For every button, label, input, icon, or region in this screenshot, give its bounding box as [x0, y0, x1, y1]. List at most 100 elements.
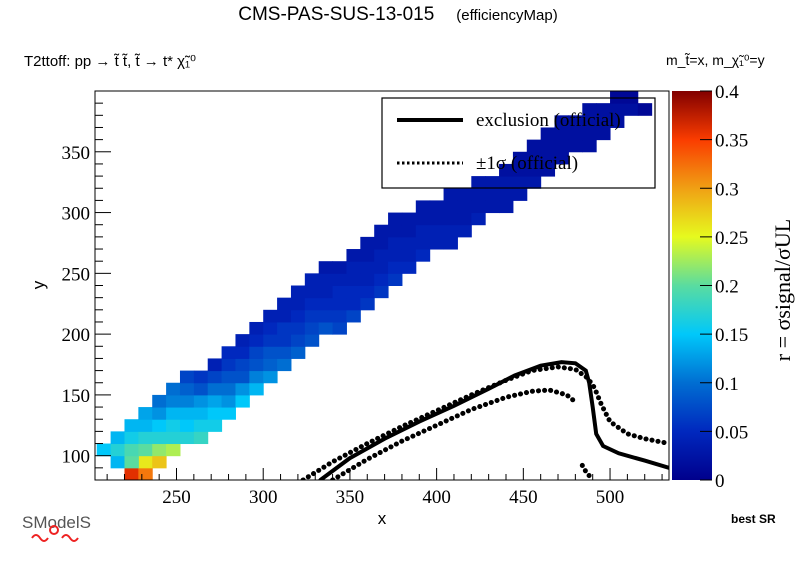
- heatmap-cell: [166, 419, 181, 432]
- heatmap-cell: [207, 407, 223, 420]
- colorbar-tick-label: 0.1: [715, 374, 739, 395]
- heatmap-cell: [596, 103, 611, 116]
- heatmap-cell: [568, 115, 583, 128]
- heatmap-cell: [443, 200, 458, 214]
- heatmap-cell: [360, 249, 375, 262]
- heatmap-cell: [443, 188, 458, 201]
- heatmap-cell: [512, 151, 528, 165]
- heatmap-cell: [540, 139, 556, 153]
- heatmap-cell: [443, 236, 458, 250]
- heatmap-cell: [290, 309, 306, 323]
- heatmap-cell: [290, 334, 306, 347]
- heatmap-cell: [512, 163, 528, 177]
- heatmap-cell: [596, 127, 611, 141]
- heatmap-cell: [318, 273, 334, 286]
- heatmap-cell: [374, 249, 389, 262]
- logo-text: SModelS: [22, 513, 91, 532]
- heatmap-cell: [388, 249, 403, 262]
- heatmap-cell: [152, 394, 167, 408]
- legend-box: [381, 97, 656, 189]
- heatmap-cell: [610, 91, 625, 104]
- heatmap-cell: [277, 309, 292, 323]
- heatmap-cell: [457, 200, 472, 214]
- x-tick-label: 500: [596, 487, 625, 508]
- plot-title: CMS-PAS-SUS-13-015 (efficiencyMap): [0, 4, 796, 26]
- heatmap-cell: [110, 443, 125, 457]
- heatmap-cell: [360, 273, 375, 286]
- y-axis-label: y: [29, 280, 48, 289]
- heatmap-cell: [457, 212, 472, 226]
- heatmap-cell: [290, 285, 306, 299]
- heatmap-cell: [138, 407, 153, 420]
- heatmap-cell: [540, 163, 556, 177]
- legend-label: exclusion (official): [476, 110, 621, 131]
- heatmap-cell: [124, 419, 139, 432]
- heatmap-cell: [401, 249, 417, 262]
- heatmap-cell: [360, 236, 375, 250]
- heatmap-cell: [429, 224, 445, 238]
- heatmap-cell: [499, 200, 514, 214]
- heatmap-cell: [138, 443, 153, 457]
- heatmap-cell: [207, 370, 223, 384]
- process-label: T2ttoff: pp → t̃ t̃, t̃ → t* χ̃₁⁰: [24, 53, 197, 70]
- heatmap-cell: [401, 224, 417, 238]
- heatmap-cell: [415, 212, 431, 226]
- heatmap-cell: [263, 370, 278, 384]
- heatmap-cell: [540, 127, 556, 141]
- heatmap-cell: [471, 176, 486, 189]
- heatmap-cell: [152, 431, 167, 445]
- heatmap-cell: [138, 455, 153, 469]
- heatmap-cell: [512, 188, 528, 201]
- heatmap-cell: [124, 431, 139, 445]
- heatmap-cell: [166, 394, 181, 408]
- heatmap-cell: [485, 200, 500, 214]
- colorbar: 0 0.05 0.1 0.15 0.2 0.25 0.3 0.35 0.4 r = σsignal…: [672, 82, 795, 492]
- colorbar-tick-label: 0: [715, 471, 725, 492]
- heatmap-cell: [124, 455, 139, 469]
- heatmap-cell: [388, 224, 403, 238]
- x-axis-label: x: [378, 509, 387, 528]
- colorbar-tick-label: 0.05: [715, 422, 748, 443]
- colorbar-tick-label: 0.15: [715, 325, 748, 346]
- heatmap-cell: [499, 188, 514, 201]
- heatmap-cell: [388, 261, 403, 274]
- heatmap-cell: [568, 139, 583, 153]
- colorbar-tick-label: 0.3: [715, 179, 739, 200]
- heatmap-cell: [207, 358, 223, 372]
- heatmap-cell: [401, 261, 417, 274]
- heatmap-cell: [277, 346, 292, 359]
- heatmap-cell: [193, 419, 209, 432]
- x-tick-label: 400: [422, 487, 451, 508]
- heatmap-cell: [540, 151, 556, 165]
- title-text: CMS-PAS-SUS-13-015: [238, 4, 435, 25]
- heatmap-cell: [235, 358, 250, 372]
- heatmap-cell: [360, 297, 375, 311]
- heatmap-cell: [110, 455, 125, 469]
- heatmap-cell: [304, 334, 320, 347]
- heatmap-cell: [499, 176, 514, 189]
- heatmap-cell: [235, 370, 250, 384]
- heatmap-cell: [374, 285, 389, 299]
- heatmap-cell: [277, 334, 292, 347]
- title-subtitle: (efficiencyMap): [456, 7, 558, 24]
- heatmap-cells: [96, 91, 653, 481]
- heatmap-cell: [304, 321, 320, 335]
- heatmap-cell: [443, 224, 458, 238]
- heatmap-cell: [582, 127, 597, 141]
- heatmap-cell: [415, 200, 431, 214]
- heatmap-cell: [332, 309, 347, 323]
- heatmap-cell: [374, 224, 389, 238]
- heatmap-cell: [221, 382, 236, 396]
- heatmap-cell: [249, 370, 264, 384]
- heatmap-cell: [332, 297, 347, 311]
- heatmap-cell: [166, 407, 181, 420]
- heatmap-cell: [554, 115, 569, 128]
- heatmap-cell: [138, 419, 153, 432]
- heatmap-cell: [596, 115, 611, 128]
- exclusion-curve: [318, 360, 669, 480]
- heatmap-cell: [179, 394, 195, 408]
- heatmap-cell: [152, 419, 167, 432]
- heatmap-cell: [179, 407, 195, 420]
- heatmap-cell: [429, 212, 445, 226]
- heatmap-cell: [138, 431, 153, 445]
